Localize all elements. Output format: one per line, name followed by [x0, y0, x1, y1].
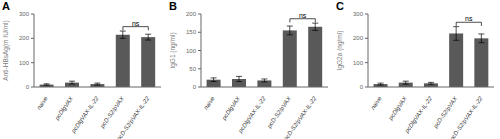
svg-text:pcDlgVAX: pcDlgVAX: [220, 95, 242, 122]
svg-text:pcDlgVAX-IL-22: pcDlgVAX-IL-22: [403, 95, 433, 135]
svg-text:Anti-HBsAg(m IU/ml): Anti-HBsAg(m IU/ml): [8, 20, 10, 80]
svg-text:300: 300: [19, 11, 30, 17]
svg-text:pcD-S2/pVAX: pcD-S2/pVAX: [265, 95, 292, 130]
svg-text:50: 50: [189, 66, 196, 72]
svg-text:pcD-S2/pVAX: pcD-S2/pVAX: [432, 95, 459, 130]
svg-text:pcD-S2/pVAX: pcD-S2/pVAX: [98, 95, 125, 130]
svg-text:0: 0: [193, 84, 197, 90]
svg-text:pcDlgVAX: pcDlgVAX: [387, 95, 409, 122]
svg-text:naive: naive: [203, 95, 217, 111]
html-text:C: C: [336, 0, 344, 12]
svg-text:pcD-S2/pVAX-IL-22: pcD-S2/pVAX-IL-22: [448, 95, 484, 139]
svg-text:100: 100: [353, 60, 364, 66]
svg-text:150: 150: [186, 29, 197, 35]
svg-text:ns: ns: [132, 20, 140, 27]
html-text:B: B: [169, 0, 177, 12]
svg-text:naive: naive: [370, 95, 384, 111]
svg-text:pcDlgVAX: pcDlgVAX: [53, 95, 75, 122]
svg-text:ns: ns: [299, 12, 307, 19]
svg-text:pcD-S2/pVAX-IL-22: pcD-S2/pVAX-IL-22: [282, 95, 318, 139]
svg-text:200: 200: [353, 35, 364, 41]
svg-text:pcD-S2/pVAX-IL-22: pcD-S2/pVAX-IL-22: [115, 95, 151, 139]
svg-text:IgG2a (ng/ml): IgG2a (ng/ml): [336, 31, 344, 71]
svg-text:200: 200: [19, 35, 30, 41]
svg-text:0: 0: [360, 84, 364, 90]
svg-text:100: 100: [186, 48, 197, 54]
svg-text:pcDlgVAX-IL-22: pcDlgVAX-IL-22: [237, 95, 267, 135]
svg-text:100: 100: [19, 60, 30, 66]
html-text:A: A: [2, 0, 10, 12]
svg-text:300: 300: [353, 11, 364, 17]
svg-text:200: 200: [186, 11, 197, 17]
svg-text:IgG1 (ng/ml): IgG1 (ng/ml): [169, 32, 177, 68]
svg-text:ns: ns: [465, 15, 473, 22]
svg-text:naive: naive: [36, 95, 50, 111]
svg-text:0: 0: [26, 84, 30, 90]
svg-text:pcDlgVAX-IL-22: pcDlgVAX-IL-22: [70, 95, 100, 135]
